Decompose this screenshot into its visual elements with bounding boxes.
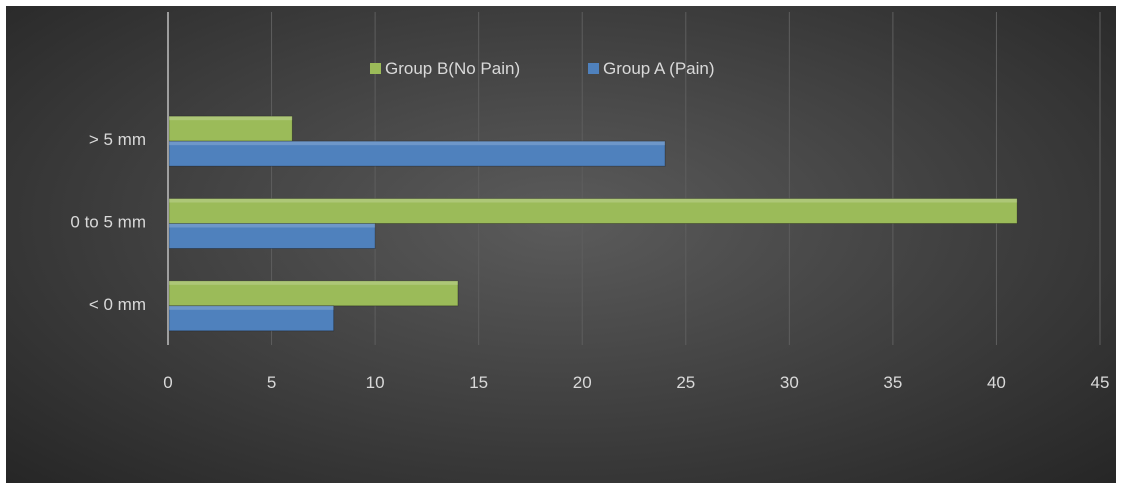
bar-highlight — [169, 116, 293, 121]
bars — [168, 115, 1018, 332]
x-tick-label: 40 — [987, 373, 1006, 392]
bar-highlight — [169, 141, 666, 146]
x-tick-label: 45 — [1091, 373, 1110, 392]
x-tick-label: 5 — [267, 373, 276, 392]
x-tick-label: 0 — [163, 373, 172, 392]
bar — [168, 223, 376, 249]
bar — [168, 140, 666, 167]
axes: 0 5 10 15 20 25 30 35 40 45 < 0 mm 0 to 5 mm > 5 mm — [70, 12, 1109, 392]
bar — [168, 305, 335, 332]
bar-highlight — [169, 223, 376, 228]
bar — [168, 115, 293, 142]
legend-label: Group A (Pain) — [603, 59, 715, 78]
bar-highlight — [169, 280, 458, 285]
legend-swatch — [588, 63, 599, 74]
bar — [168, 198, 1018, 224]
x-tick-label: 25 — [676, 373, 695, 392]
gridlines — [271, 12, 1101, 345]
legend-swatch — [370, 63, 381, 74]
x-tick-label: 15 — [469, 373, 488, 392]
y-category-label: < 0 mm — [89, 295, 146, 314]
x-tick-label: 35 — [883, 373, 902, 392]
bar-highlight — [169, 198, 1018, 203]
legend-label: Group B(No Pain) — [385, 59, 520, 78]
x-tick-label: 30 — [780, 373, 799, 392]
bar — [168, 280, 459, 307]
y-category-label: > 5 mm — [89, 130, 146, 149]
x-tick-label: 20 — [573, 373, 592, 392]
legend: Group B(No Pain) Group A (Pain) — [370, 59, 715, 78]
x-tick-label: 10 — [366, 373, 385, 392]
y-category-label: 0 to 5 mm — [70, 213, 146, 232]
bar-highlight — [169, 305, 334, 310]
